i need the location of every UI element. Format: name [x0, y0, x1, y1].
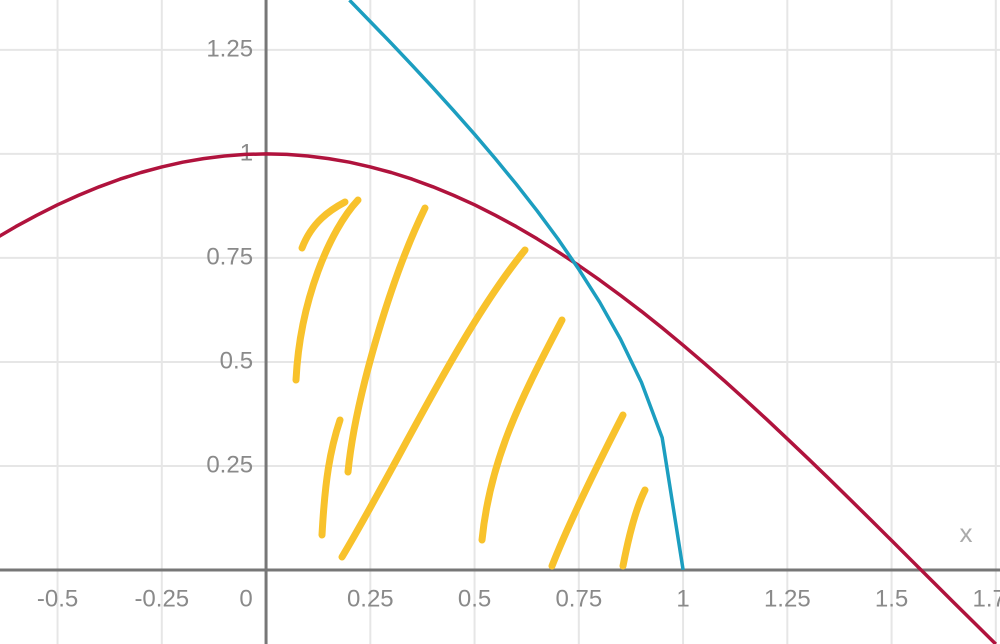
y-tick-label: 0.5 [220, 347, 253, 374]
x-tick-label: 0.25 [347, 585, 394, 612]
x-tick-label: 0.5 [458, 585, 491, 612]
y-tick-label: 0.25 [206, 451, 253, 478]
x-tick-label: 1.75 [972, 585, 1000, 612]
hand-drawn-shading [292, 196, 649, 570]
x-tick-label: 1 [676, 585, 689, 612]
x-tick-label: 1.25 [764, 585, 811, 612]
x-axis-label: x [960, 518, 973, 548]
x-tick-label: -0.5 [37, 585, 78, 612]
x-tick-label: 0 [239, 585, 252, 612]
curve [0, 152, 998, 644]
x-tick-label: 0.75 [555, 585, 602, 612]
x-tick-label: -0.25 [134, 585, 189, 612]
y-tick-label: 1.25 [206, 35, 253, 62]
y-tick-label: 0.75 [206, 243, 253, 270]
x-tick-label: 1.5 [875, 585, 908, 612]
curve [348, 0, 685, 571]
